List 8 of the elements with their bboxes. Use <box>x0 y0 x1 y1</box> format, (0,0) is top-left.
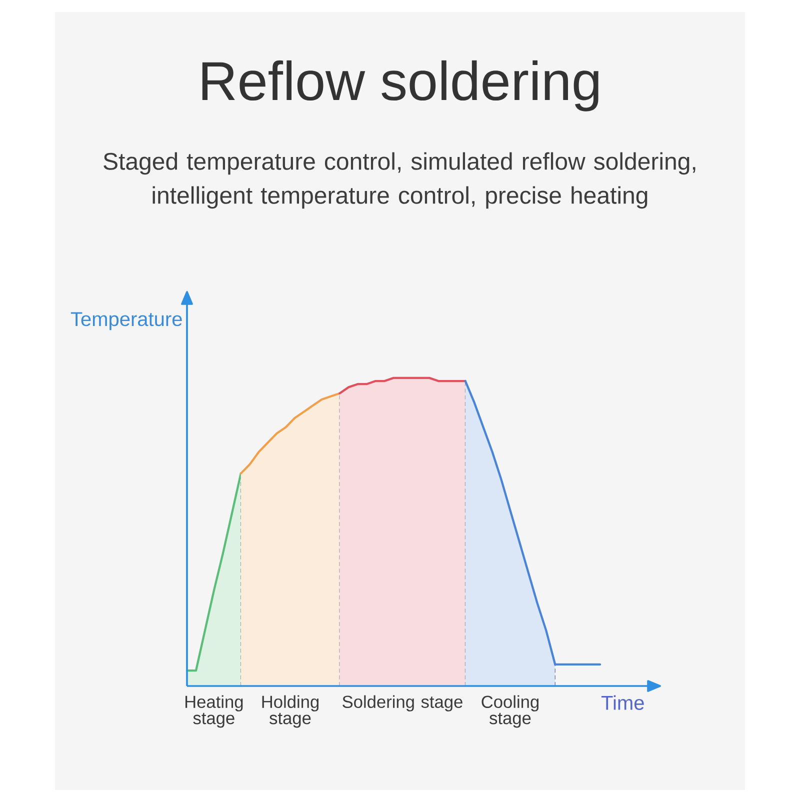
series-label: Holding stage <box>262 695 319 728</box>
series-label: Soldering stage <box>342 695 462 712</box>
chart-title: Reflow soldering <box>202 60 598 112</box>
chart-subtitle: Staged temperature control, simulated reflow soldering, intelligent temperature control, precise heating <box>104 152 696 209</box>
x-axis-title: Time <box>601 695 644 710</box>
series-label: Heating stage <box>185 695 243 728</box>
series-label: Cooling stage <box>482 695 539 728</box>
y-axis-title: Temperature <box>70 312 182 330</box>
